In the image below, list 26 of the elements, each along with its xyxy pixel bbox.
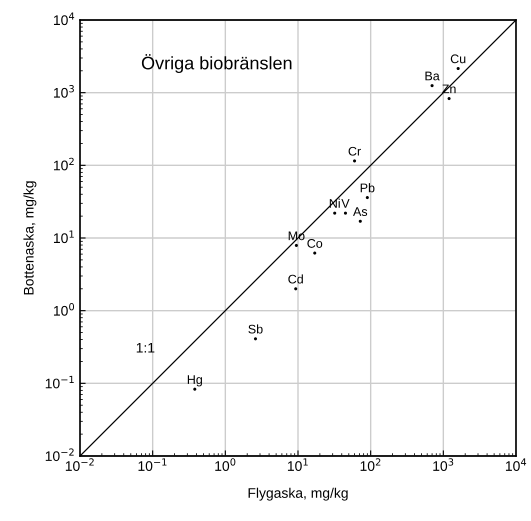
annotation: Övriga biobränslen — [142, 54, 292, 74]
y-tick-label: 10$^{−1}$ — [46, 376, 74, 388]
series-label: Cu — [450, 54, 466, 64]
series-label: Ba — [425, 72, 440, 80]
x-axis-title: Flygaska, mg/kg — [248, 488, 348, 501]
series-label: Co — [307, 238, 322, 248]
series-label: 1:1 — [136, 343, 154, 353]
x-tick-label: 10$^{2}$ — [360, 458, 380, 471]
x-tick-label: 10$^{−1}$ — [138, 458, 166, 471]
x-tick-label: 10$^{3}$ — [433, 458, 454, 471]
y-axis-title: Bottenaska, mg/kg — [23, 181, 36, 294]
x-tick-label: 10$^{1}$ — [288, 458, 308, 471]
series-label: Cd — [288, 274, 303, 284]
y-tick-label: 10$^{1}$ — [54, 230, 74, 244]
series-label: Cr — [348, 146, 361, 156]
series-label: Sb — [248, 324, 263, 334]
x-tick-label: 10$^{4}$ — [506, 458, 526, 471]
series-label: Pb — [360, 183, 374, 192]
x-tick-label: 10$^{0}$ — [215, 458, 236, 471]
series-label: Hg — [188, 375, 202, 386]
series-label: V — [341, 199, 350, 208]
y-tick-label: 10$^{3}$ — [54, 85, 74, 98]
y-tick-label: 10$^{2}$ — [54, 158, 74, 170]
y-tick-label: 10$^{0}$ — [54, 303, 74, 316]
y-tick-label: 10$^{4}$ — [54, 12, 74, 26]
series-label: As — [353, 207, 368, 216]
